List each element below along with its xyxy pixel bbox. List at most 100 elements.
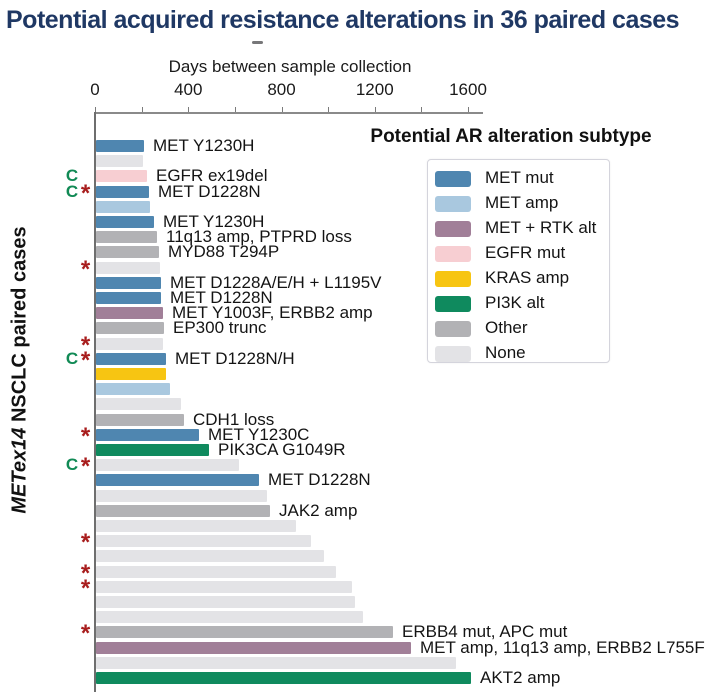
bar-pik3ca-g1049r xyxy=(96,444,209,456)
case-row: MET amp, 11q13 amp, ERBB2 L755F xyxy=(0,639,725,656)
case-row xyxy=(0,657,725,669)
bar-met-y1003f-erbb2-amp xyxy=(96,307,163,319)
bar-erbb4-mut-apc-mut xyxy=(96,626,393,638)
legend-label: MET mut xyxy=(485,168,554,187)
case-row: AKT2 amp xyxy=(0,669,725,686)
clinical-flag: C xyxy=(65,166,79,185)
bar-label: MET D1228N xyxy=(158,182,261,201)
bar-label: 11q13 amp, PTPRD loss xyxy=(166,227,352,246)
legend-label: MET + RTK alt xyxy=(485,218,597,237)
legend-swatch xyxy=(435,346,471,362)
case-row: EP300 trunc xyxy=(0,319,725,336)
case-row: C * xyxy=(0,453,725,480)
clinical-flag: C xyxy=(65,349,79,368)
row-flags: * xyxy=(60,258,93,282)
legend-swatch xyxy=(435,321,471,337)
asterisk-flag: * xyxy=(80,453,91,480)
bar-met-d1228n xyxy=(96,292,161,304)
legend-label: MET amp xyxy=(485,193,559,212)
case-row: 11q13 amp, PTPRD loss xyxy=(0,227,725,246)
bar-none-17 xyxy=(96,383,170,395)
bar-11q13-amp-ptprd-loss xyxy=(96,231,157,243)
x-tick-label-1600: 1600 xyxy=(449,80,487,99)
case-row: * xyxy=(0,332,725,359)
case-row xyxy=(0,155,725,167)
case-row: * xyxy=(0,258,725,282)
legend-swatch xyxy=(435,171,471,187)
x-axis-title: Days between sample collection xyxy=(168,57,412,76)
legend-swatch xyxy=(435,196,471,212)
legend-item-met-mut: MET mut xyxy=(435,167,609,192)
bar-myd88-t294p xyxy=(96,246,159,258)
y-axis-spine xyxy=(94,112,96,692)
row-flags: * xyxy=(60,562,93,586)
case-row xyxy=(0,611,725,623)
legend-item-met-amp: MET amp xyxy=(435,192,609,217)
case-row xyxy=(0,550,725,562)
asterisk-flag: * xyxy=(80,347,91,374)
legend-item-none: None xyxy=(435,342,609,367)
bar-jak2-amp xyxy=(96,505,270,517)
x-tick-mark xyxy=(95,107,96,112)
legend-label: EGFR mut xyxy=(485,243,566,262)
bar-met-y1230c xyxy=(96,429,199,441)
bar-none-2 xyxy=(96,155,143,167)
bar-met-d1228a-e-h-l1195v xyxy=(96,277,161,289)
bar-akt2-amp xyxy=(96,672,471,684)
bar-met-d1228n xyxy=(96,186,149,198)
bar-none-22 xyxy=(96,459,239,471)
case-row: * xyxy=(0,562,725,586)
bar-label: MET Y1230H xyxy=(163,212,265,231)
case-row: MET Y1230H xyxy=(0,137,725,154)
legend-swatch xyxy=(435,246,471,262)
case-row xyxy=(0,368,725,380)
case-row xyxy=(0,383,725,395)
case-row: MET Y1003F, ERBB2 amp xyxy=(0,304,725,321)
bar-none-28 xyxy=(96,550,324,562)
bar-label: PIK3CA G1049R xyxy=(218,440,346,459)
bar-ep300-trunc xyxy=(96,322,164,334)
bar-none-29 xyxy=(96,566,336,578)
bar-none-32 xyxy=(96,611,363,623)
x-axis-line xyxy=(94,112,483,114)
case-row: JAK2 amp xyxy=(0,502,725,519)
x-tick-mark xyxy=(328,107,330,112)
legend: MET mut MET amp MET + RTK alt EGFR mut KRAS … xyxy=(427,159,610,363)
x-tick-label-400: 400 xyxy=(174,80,203,99)
row-flags: C * xyxy=(60,180,93,207)
x-tick-label-1200: 1200 xyxy=(355,80,394,99)
case-row xyxy=(0,520,725,532)
case-row: * ERBB4 mut, APC mut xyxy=(0,622,725,646)
case-row: CDH1 loss xyxy=(0,410,725,429)
bar-none-35 xyxy=(96,657,456,669)
legend-item-other: Other xyxy=(435,317,609,342)
x-tick-label-0: 0 xyxy=(90,80,100,99)
case-row xyxy=(0,201,725,213)
bar-none-9 xyxy=(96,262,160,274)
asterisk-flag: * xyxy=(80,332,91,359)
legend-swatch xyxy=(435,296,471,312)
bar-met-d1228n-h xyxy=(96,353,166,365)
bar-cdh1-loss xyxy=(96,414,184,426)
case-row: * MET Y1230C xyxy=(0,425,725,449)
bar-none-14 xyxy=(96,338,163,350)
asterisk-flag: * xyxy=(80,529,91,556)
bar-label: CDH1 loss xyxy=(193,410,275,429)
case-row: PIK3CA G1049R xyxy=(0,440,725,459)
x-tick-mark xyxy=(141,107,143,112)
bar-none-30 xyxy=(96,581,352,593)
asterisk-flag: * xyxy=(80,180,91,207)
bar-none-16 xyxy=(96,368,166,380)
case-row: MET Y1230H xyxy=(0,212,725,231)
case-row: MYD88 T294P xyxy=(0,243,725,260)
x-tick-label-800: 800 xyxy=(267,80,296,99)
legend-item-pi3k-alt: PI3K alt xyxy=(435,292,609,317)
row-flags: * xyxy=(60,622,93,646)
bar-label: MET D1228A/E/H + L1195V xyxy=(170,273,382,292)
bar-label: MET D1228N/H xyxy=(175,349,295,368)
x-tick-mark xyxy=(421,107,423,112)
legend-item-egfr-mut: EGFR mut xyxy=(435,242,609,267)
bar-met-y1230h xyxy=(96,216,154,228)
title-dash-artifact xyxy=(252,41,263,44)
case-row: MET D1228N xyxy=(0,471,725,488)
